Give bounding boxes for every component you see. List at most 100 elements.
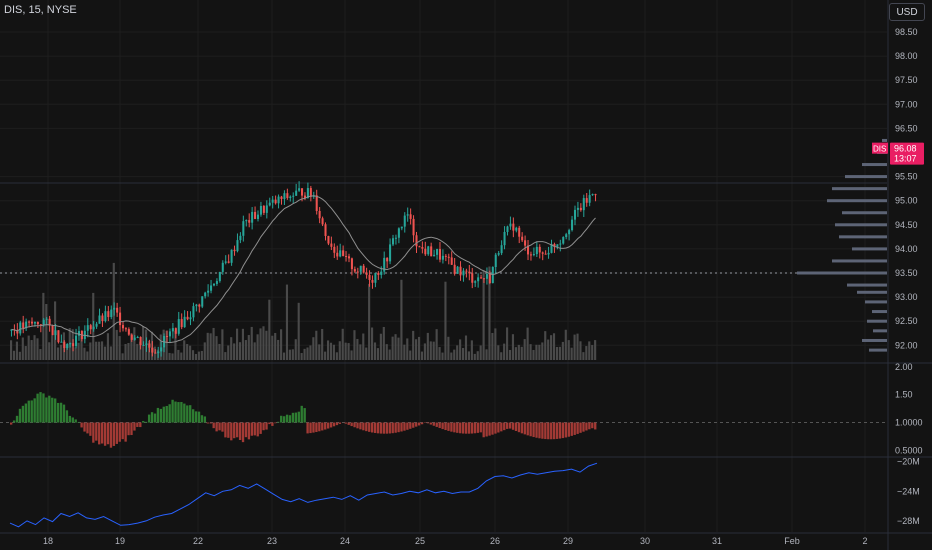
candle-body [391, 238, 395, 245]
time-axis-label: 22 [193, 536, 203, 546]
obv-line [9, 462, 598, 528]
candle-body [515, 227, 518, 231]
histogram-bar [262, 422, 265, 431]
histogram-bar [338, 422, 342, 424]
volume-bar [127, 342, 130, 360]
volume-bar [89, 342, 92, 360]
histogram-bar [394, 422, 397, 433]
histogram-bar [579, 422, 582, 433]
histogram-bar [426, 422, 430, 424]
histogram-bar [194, 411, 198, 423]
histogram-bar [86, 422, 89, 434]
histogram-bar [497, 422, 500, 433]
histogram-bar [508, 422, 512, 429]
candle-body [130, 334, 133, 340]
histogram-bar [206, 422, 209, 424]
histogram-bar [371, 422, 374, 433]
candle-body [339, 250, 342, 257]
candle-body [256, 214, 260, 219]
candle-body [298, 188, 301, 191]
volume-bar [508, 349, 512, 360]
candle-body [224, 261, 227, 263]
volume-bar [456, 345, 459, 360]
volume-profile-bar [847, 283, 887, 287]
candle-body [421, 246, 424, 249]
volume-bar [517, 344, 520, 360]
histogram-bar [318, 422, 321, 432]
volume-bar [379, 333, 382, 360]
volume-bar [497, 345, 500, 360]
volume-bar [30, 340, 33, 360]
candle-body [124, 328, 127, 330]
volume-bar [344, 342, 347, 360]
candle-body [438, 249, 442, 260]
volume-bar [56, 347, 60, 360]
candle-body [462, 270, 465, 276]
histogram-bar [162, 406, 165, 423]
histogram-bar [350, 422, 353, 427]
histogram-bar [59, 402, 63, 423]
volume-bar [552, 333, 556, 360]
volume-bar [124, 343, 127, 360]
time-axis-label: 26 [490, 536, 500, 546]
candle-body [157, 351, 160, 354]
volume-bar [221, 329, 224, 360]
candle-body [518, 227, 521, 237]
volume-bar [300, 353, 303, 360]
volume-bar [362, 333, 365, 360]
candle-body [353, 269, 356, 272]
candle-body [509, 223, 512, 227]
candle-body [485, 274, 488, 279]
candle-body [292, 195, 295, 197]
histogram-bar [467, 422, 471, 434]
volume-bar [297, 302, 300, 360]
candle-body [532, 254, 535, 256]
histogram-bar [189, 405, 192, 423]
volume-bar [27, 335, 30, 360]
histogram-bar [65, 410, 69, 423]
candle-body [500, 245, 503, 254]
candle-body [571, 219, 574, 231]
candle-body [248, 220, 251, 223]
histogram-bar [250, 422, 254, 436]
candle-body [579, 207, 582, 211]
volume-bar [197, 351, 200, 360]
volume-bar [550, 335, 553, 360]
volume-bar [520, 346, 523, 360]
histogram-bar [594, 422, 597, 430]
histogram-bar [473, 422, 477, 434]
histogram-bar [417, 422, 421, 426]
volume-bar [33, 335, 36, 360]
volume-bar [21, 337, 24, 360]
time-axis-label: 29 [563, 536, 573, 546]
histogram-bar [56, 402, 60, 423]
volume-bar [136, 343, 139, 360]
volume-profile-bar [857, 290, 887, 294]
histogram-bar [588, 422, 591, 430]
volume-bar [494, 328, 497, 360]
histogram-bar [95, 422, 98, 441]
histogram-bar [291, 412, 295, 423]
volume-bar [294, 339, 297, 360]
histogram-bar [112, 422, 116, 446]
histogram-bar [147, 414, 151, 423]
histogram-bar [526, 422, 529, 436]
candle-body [160, 347, 163, 352]
histogram-bar [71, 417, 74, 423]
candle-body [459, 266, 462, 276]
volume-bar [253, 342, 256, 360]
histogram-bar [191, 409, 195, 423]
volume-bar [274, 332, 277, 360]
currency-button[interactable]: USD [889, 3, 925, 21]
volume-bar [191, 350, 195, 360]
candle-body [350, 258, 353, 270]
histogram-bar [444, 422, 447, 431]
candle-body [119, 312, 122, 326]
oscillator-axis-label: 2.00 [895, 362, 913, 372]
histogram-bar [326, 422, 330, 429]
candle-body [309, 188, 312, 197]
volume-bar [206, 332, 209, 360]
histogram-bar [379, 422, 383, 434]
volume-bar [588, 341, 591, 360]
